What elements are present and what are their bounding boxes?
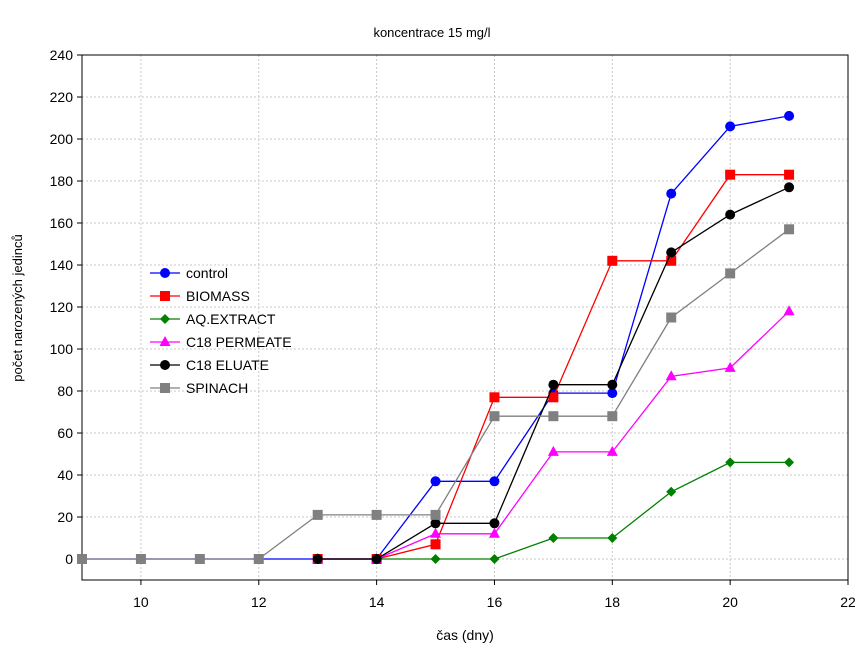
legend-marker — [160, 360, 170, 370]
data-point-biomass — [666, 255, 677, 266]
data-point-c18-permeate — [724, 361, 736, 372]
data-point-aq-extract — [430, 554, 441, 564]
data-point-aq-extract — [666, 486, 677, 497]
data-point-c18-permeate — [783, 305, 795, 316]
x-tick-label: 20 — [722, 594, 738, 610]
y-tick-label: 100 — [50, 341, 74, 357]
legend-item-biomass: BIOMASS — [150, 288, 250, 304]
legend: control BIOMASS AQ.EXTRACT C18 PERMEATE C18 … — [150, 265, 292, 396]
data-point-control — [489, 476, 500, 487]
y-tick-label: 80 — [57, 383, 73, 399]
legend-marker — [160, 291, 170, 301]
y-tick-label: 160 — [50, 215, 74, 231]
data-point-spinach — [666, 312, 677, 323]
y-tick-label: 0 — [65, 551, 73, 567]
data-point-control — [430, 476, 441, 487]
data-point-aq-extract — [548, 533, 559, 543]
data-point-aq-extract — [784, 457, 795, 468]
legend-item-aq-extract: AQ.EXTRACT — [150, 311, 276, 327]
plot-background — [82, 55, 848, 580]
data-point-c18-permeate — [547, 445, 559, 456]
legend-label: C18 ELUATE — [186, 357, 269, 373]
x-tick-label: 14 — [369, 594, 385, 610]
data-point-spinach — [371, 509, 382, 520]
data-point-aq-extract — [489, 554, 500, 564]
legend-item-c18-permeate: C18 PERMEATE — [150, 334, 292, 350]
data-point-biomass — [489, 392, 500, 403]
y-tick-label: 240 — [50, 47, 74, 63]
data-point-control — [666, 188, 677, 199]
legend-item-control: control — [150, 265, 228, 281]
x-tick-label: 12 — [251, 594, 267, 610]
data-point-spinach — [253, 554, 264, 564]
data-point-aq-extract — [607, 533, 618, 543]
legend-label: BIOMASS — [186, 288, 250, 304]
data-point-biomass — [725, 169, 736, 180]
data-point-spinach — [725, 268, 736, 279]
series-c18-eluate — [312, 182, 795, 564]
data-point-spinach — [77, 554, 87, 564]
data-point-biomass — [430, 539, 441, 550]
legend-label: AQ.EXTRACT — [186, 311, 276, 327]
x-axis-label: čas (dny) — [436, 627, 494, 643]
legend-marker — [160, 383, 170, 393]
data-point-c18-eluate — [666, 247, 677, 258]
x-tick-label: 10 — [133, 594, 149, 610]
data-point-spinach — [607, 411, 618, 422]
plot-frame — [81, 54, 849, 581]
data-point-spinach — [194, 554, 205, 564]
y-tick-label: 140 — [50, 257, 74, 273]
legend-marker — [160, 314, 170, 324]
data-point-spinach — [784, 224, 795, 235]
y-tick-label: 220 — [50, 89, 74, 105]
y-tick-label: 200 — [50, 131, 74, 147]
legend-label: C18 PERMEATE — [186, 334, 292, 350]
data-point-spinach — [312, 509, 323, 520]
data-point-c18-permeate — [606, 445, 618, 456]
y-tick-label: 120 — [50, 299, 74, 315]
x-tick-label: 18 — [605, 594, 621, 610]
data-point-c18-permeate — [430, 527, 442, 538]
data-point-control — [725, 121, 736, 132]
x-tick-label: 16 — [487, 594, 503, 610]
data-point-c18-eluate — [725, 209, 736, 220]
data-point-spinach — [135, 554, 146, 564]
data-point-aq-extract — [725, 457, 736, 468]
x-tick-label: 22 — [840, 594, 855, 610]
data-point-c18-eluate — [371, 554, 382, 564]
legend-item-c18-eluate: C18 ELUATE — [150, 357, 269, 373]
data-point-c18-permeate — [488, 527, 500, 538]
data-point-c18-eluate — [430, 518, 441, 529]
data-point-biomass — [784, 169, 795, 180]
data-point-c18-eluate — [784, 182, 795, 193]
chart-title: koncentrace 15 mg/l — [373, 25, 490, 40]
y-axis-label: počet narozených jedinců — [10, 234, 25, 381]
legend-marker — [160, 268, 170, 278]
data-point-c18-eluate — [489, 518, 500, 529]
y-tick-label: 20 — [57, 509, 73, 525]
data-point-c18-eluate — [607, 379, 618, 390]
data-point-c18-eluate — [548, 379, 559, 390]
data-point-spinach — [548, 411, 559, 422]
data-point-biomass — [548, 392, 559, 403]
legend-label: SPINACH — [186, 380, 248, 396]
data-point-c18-eluate — [312, 554, 323, 564]
legend-marker — [159, 336, 171, 346]
y-tick-label: 40 — [57, 467, 73, 483]
data-point-spinach — [430, 509, 441, 520]
y-tick-label: 60 — [57, 425, 73, 441]
data-point-control — [784, 110, 795, 121]
series-spinach — [77, 224, 795, 564]
plot-area: 10 12 14 16 18 20 2202040608010012014016018020… — [50, 47, 855, 610]
data-point-biomass — [607, 255, 618, 266]
data-point-spinach — [489, 411, 500, 422]
y-tick-label: 180 — [50, 173, 74, 189]
data-point-control — [607, 388, 618, 399]
legend-item-spinach: SPINACH — [150, 380, 248, 396]
legend-label: control — [186, 265, 228, 281]
data-point-c18-permeate — [665, 370, 677, 381]
